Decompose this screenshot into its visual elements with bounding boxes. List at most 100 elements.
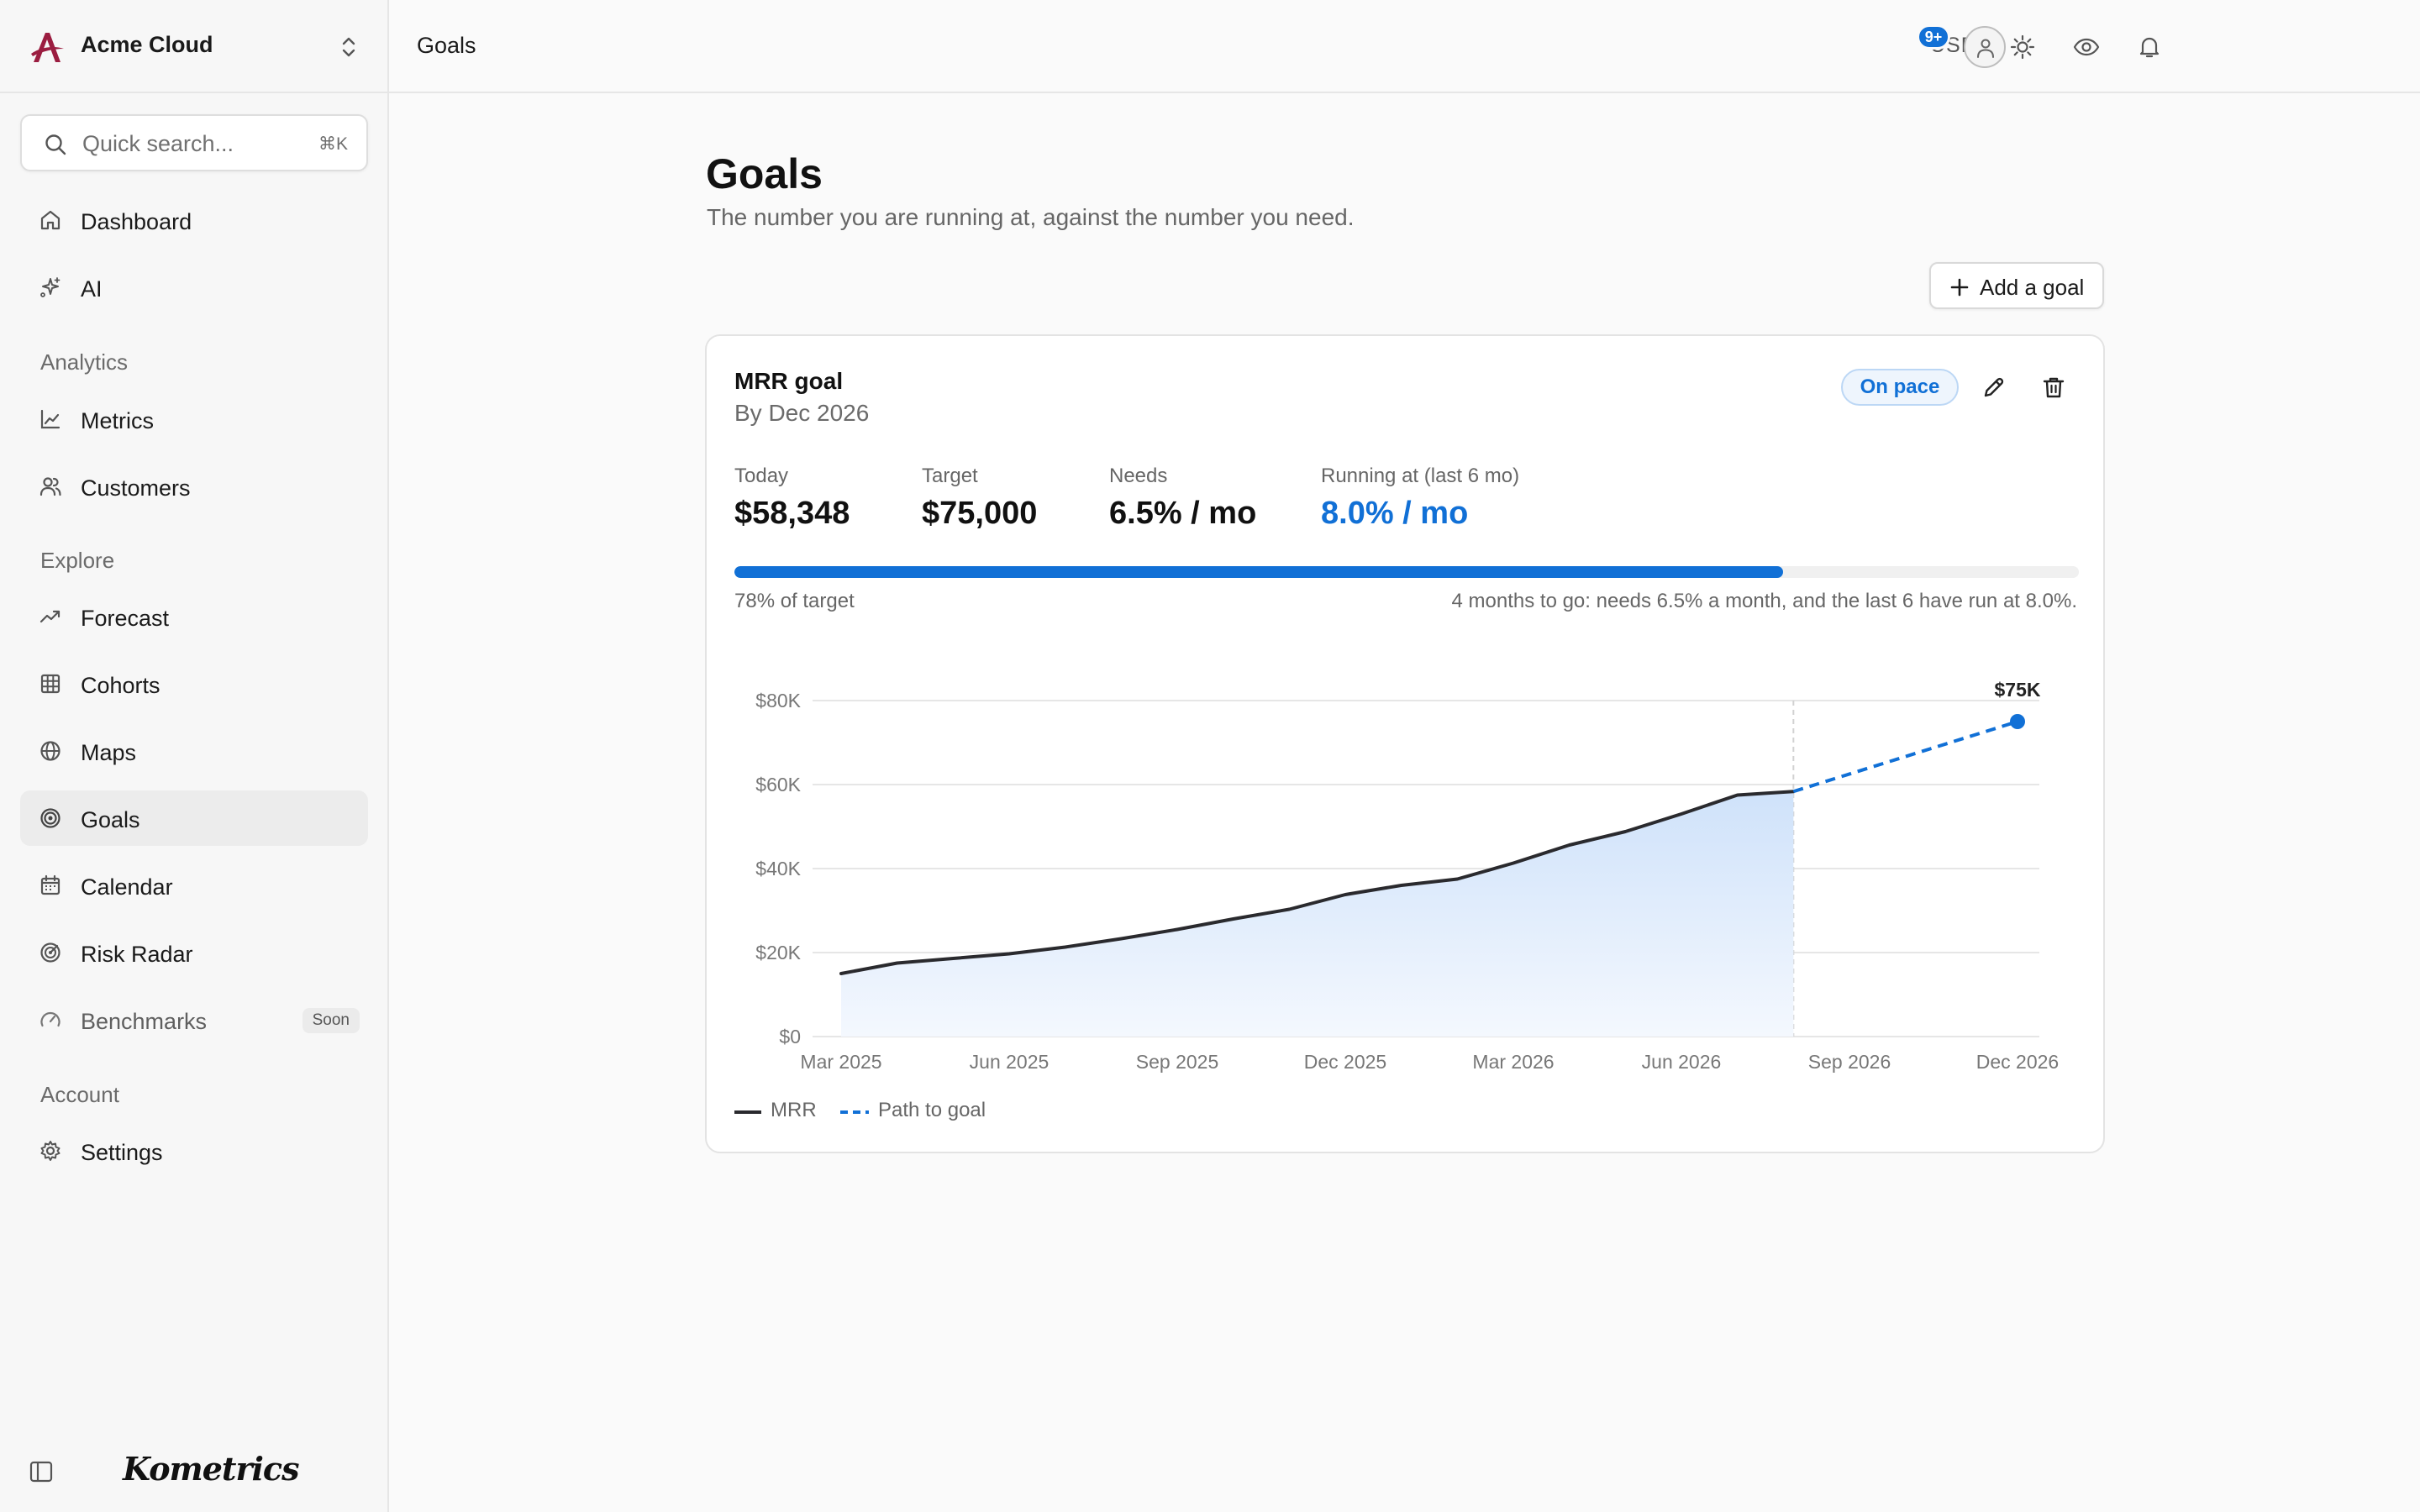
grid-icon	[40, 674, 60, 694]
legend-swatch-path	[840, 1110, 869, 1114]
users-icon	[39, 477, 61, 496]
x-tick-label: Jun 2025	[970, 1051, 1050, 1073]
stat-today-value: $58,348	[734, 496, 850, 531]
progress-bar	[734, 566, 2079, 578]
org-switcher[interactable]: Acme Cloud	[0, 0, 387, 93]
globe-icon	[40, 741, 60, 761]
sidebar-item-label: Dashboard	[81, 209, 192, 234]
sidebar-item-label: AI	[81, 276, 103, 302]
goal-deadline: By Dec 2026	[734, 400, 870, 426]
progress-fill	[734, 566, 1783, 578]
sidebar-item-benchmarks[interactable]: Benchmarks Soon	[20, 992, 368, 1047]
stat-today-label: Today	[734, 465, 789, 487]
y-tick-label: $40K	[755, 858, 801, 879]
page-title: Goals	[706, 150, 823, 197]
sidebar: Acme Cloud ⌘K Dashboard AI Analytics	[0, 0, 389, 1512]
path-to-goal-line	[1792, 720, 2018, 794]
section-label-account: Account	[40, 1082, 119, 1107]
sidebar-item-label: Metrics	[81, 408, 154, 433]
stat-target-value: $75,000	[922, 496, 1038, 531]
stat-running-value: 8.0% / mo	[1321, 496, 1469, 531]
y-tick-label: $80K	[755, 690, 801, 711]
sidebar-item-risk-radar[interactable]: Risk Radar	[20, 925, 368, 980]
stat-needs-value: 6.5% / mo	[1109, 496, 1257, 531]
sidebar-item-maps[interactable]: Maps	[20, 723, 368, 779]
page-subtitle: The number you are running at, against t…	[707, 204, 1355, 230]
topbar-title: Goals	[417, 33, 476, 58]
avatar[interactable]	[1964, 26, 2006, 68]
calendar-icon	[40, 874, 60, 895]
legend-label-path: Path to goal	[878, 1099, 986, 1121]
topbar: Goals USD 9+	[389, 0, 2420, 93]
brand-wordmark: Kometrics	[123, 1450, 299, 1488]
progress-label: 78% of target	[734, 590, 855, 612]
x-tick-label: Mar 2025	[800, 1051, 881, 1073]
gauge-icon	[40, 1011, 60, 1027]
sidebar-toggle-icon[interactable]	[29, 1460, 54, 1483]
sidebar-item-calendar[interactable]: Calendar	[20, 858, 368, 913]
sidebar-item-dashboard[interactable]: Dashboard	[20, 192, 368, 248]
sidebar-item-label: Goals	[81, 807, 140, 832]
search-input[interactable]	[82, 126, 292, 161]
sparkles-icon	[40, 277, 60, 297]
y-tick-label: $0	[779, 1026, 801, 1047]
sidebar-item-metrics[interactable]: Metrics	[20, 391, 368, 447]
legend-swatch-mrr	[734, 1110, 761, 1114]
mrr-area	[841, 791, 1794, 1037]
goal-point	[2010, 714, 2025, 729]
soon-badge: Soon	[302, 1008, 360, 1033]
status-badge: On pace	[1841, 369, 1959, 406]
sidebar-item-label: Risk Radar	[81, 942, 193, 967]
mrr-line	[839, 790, 1796, 975]
section-label-analytics: Analytics	[40, 349, 129, 375]
eye-icon[interactable]	[2073, 34, 2100, 60]
org-name: Acme Cloud	[81, 32, 213, 57]
sidebar-item-label: Forecast	[81, 606, 170, 631]
sidebar-item-label: Cohorts	[81, 673, 160, 698]
sidebar-item-label: Customers	[81, 475, 191, 501]
sidebar-item-label: Benchmarks	[81, 1009, 208, 1034]
search-icon	[45, 134, 66, 155]
section-label-explore: Explore	[40, 548, 115, 573]
sun-icon[interactable]	[2009, 34, 2036, 60]
sidebar-item-forecast[interactable]: Forecast	[20, 589, 368, 644]
sidebar-item-goals[interactable]: Goals	[20, 790, 368, 846]
goal-name: MRR goal	[734, 368, 844, 394]
sidebar-item-label: Calendar	[81, 874, 173, 900]
plus-icon	[1950, 278, 1969, 297]
sidebar-item-label: Maps	[81, 740, 137, 765]
sidebar-item-ai[interactable]: AI	[20, 260, 368, 315]
search-shortcut: ⌘K	[318, 134, 348, 154]
sidebar-item-cohorts[interactable]: Cohorts	[20, 656, 368, 711]
progress-note: 4 months to go: needs 6.5% a month, and …	[1451, 590, 2077, 612]
y-tick-label: $20K	[755, 942, 801, 963]
goal-card: MRR goal By Dec 2026 On pace Today $58,3…	[705, 334, 2105, 1153]
x-tick-label: Jun 2026	[1642, 1051, 1722, 1073]
x-tick-label: Dec 2026	[1976, 1051, 2059, 1073]
stat-target-label: Target	[922, 465, 978, 487]
notification-badge: 9+	[1917, 24, 1950, 50]
sidebar-item-label: Settings	[81, 1140, 163, 1165]
user-icon	[1977, 39, 1994, 58]
gear-icon	[40, 1141, 60, 1161]
stat-needs-label: Needs	[1109, 465, 1168, 487]
trending-up-icon	[39, 610, 60, 623]
add-goal-label: Add a goal	[1980, 275, 2085, 300]
org-logo-icon	[31, 33, 64, 62]
stat-running-label: Running at (last 6 mo)	[1321, 465, 1520, 487]
goal-annotation-label: $75K	[1995, 679, 2041, 701]
sidebar-item-customers[interactable]: Customers	[20, 459, 368, 514]
line-chart-icon	[40, 409, 60, 429]
sidebar-item-settings[interactable]: Settings	[20, 1123, 368, 1179]
x-tick-label: Sep 2026	[1808, 1051, 1891, 1073]
legend-label-mrr: MRR	[771, 1099, 817, 1121]
mrr-chart: $0 $20K $40K $60K $80K Mar 2025 Jun 2025 Sep 20…	[707, 672, 2107, 1075]
target-icon	[40, 808, 60, 828]
y-tick-label: $60K	[755, 774, 801, 795]
quick-search[interactable]: ⌘K	[20, 114, 368, 171]
add-goal-button[interactable]: Add a goal	[1929, 262, 2104, 309]
pencil-icon[interactable]	[1981, 375, 2007, 400]
trash-icon[interactable]	[2041, 375, 2066, 400]
bell-icon[interactable]	[2136, 34, 2163, 60]
chevron-up-down-icon[interactable]	[338, 35, 360, 59]
